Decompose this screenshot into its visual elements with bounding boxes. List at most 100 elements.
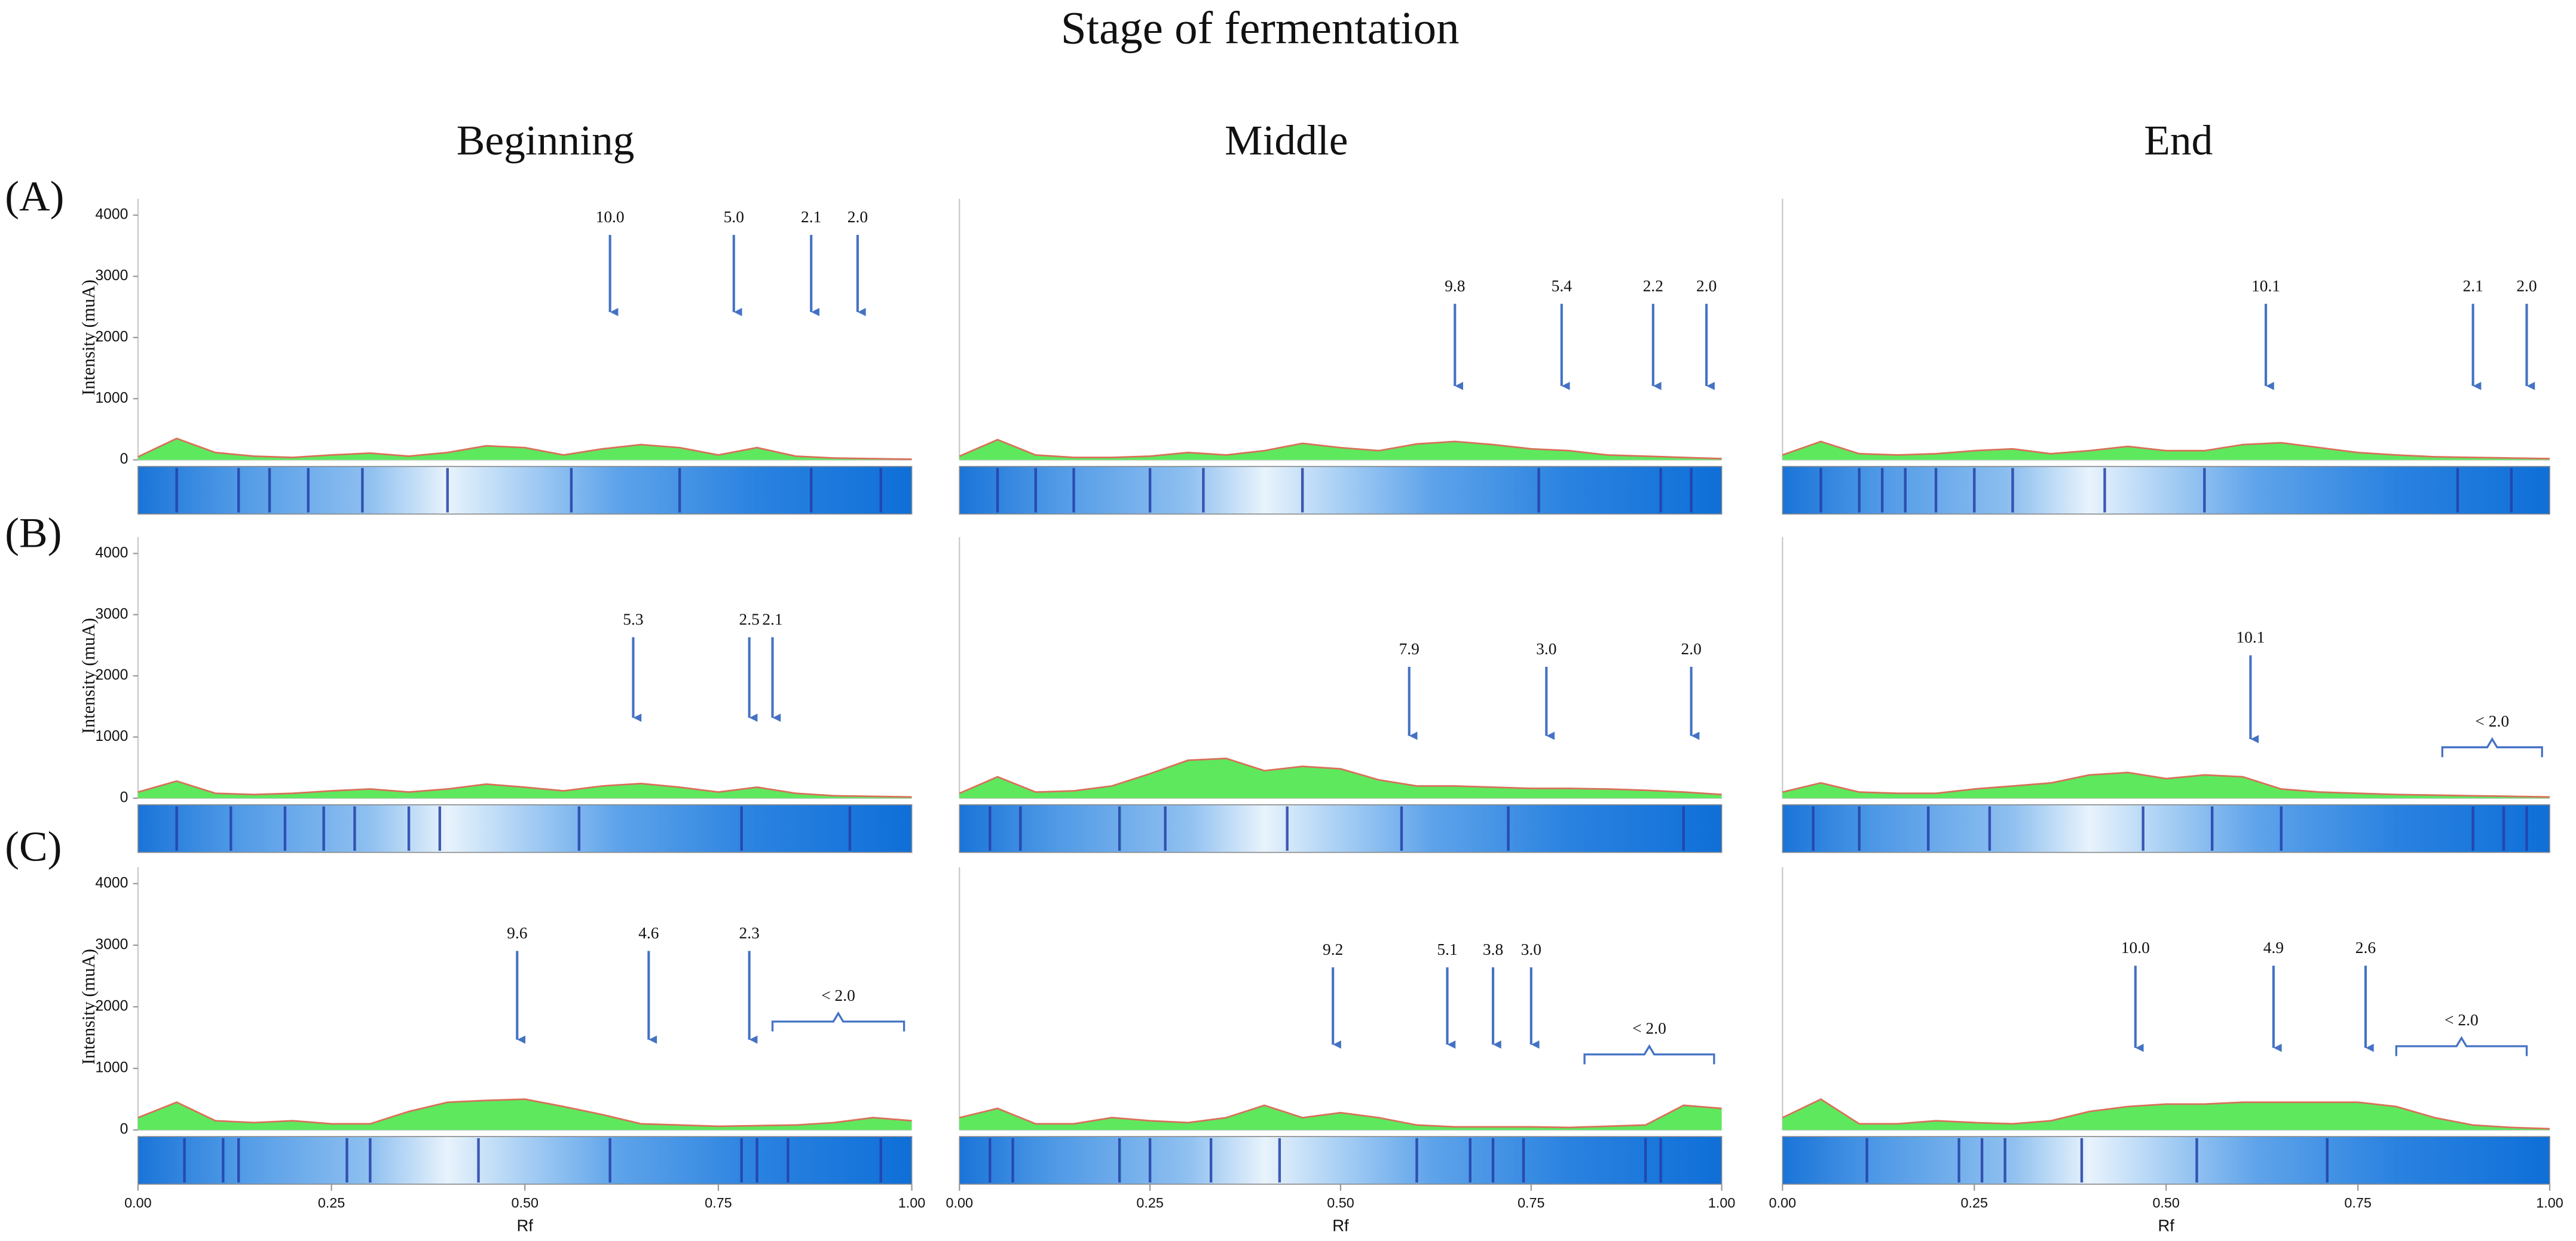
area-fill: [137, 781, 912, 798]
y-tick-label: 0: [120, 451, 129, 467]
gel-strip: [959, 1136, 1723, 1185]
x-tick-label: 0.50: [511, 1195, 538, 1211]
profile-line: [959, 1104, 1722, 1129]
annotation-label: 5.0: [724, 208, 744, 226]
y-tick-label: 3000: [95, 936, 128, 952]
annotation-label: < 2.0: [2445, 1011, 2479, 1029]
column-label: Middle: [1225, 117, 1348, 164]
x-tick-label: 0.75: [705, 1195, 732, 1211]
annotation-label: 3.0: [1536, 640, 1556, 658]
annotation-label: 2.1: [801, 208, 821, 226]
figure-title: Stage of fermentation: [1061, 2, 1460, 54]
x-axis-label: Rf: [1332, 1217, 1349, 1235]
gel-strip: [137, 465, 913, 515]
x-tick-label: 0.50: [2152, 1195, 2179, 1211]
annotation-label: 10.0: [596, 208, 625, 226]
area-fill: [137, 438, 912, 460]
gel-strip: [1782, 465, 2550, 515]
annotation-label: 10.0: [2121, 939, 2150, 957]
y-tick-label: 4000: [95, 207, 128, 223]
gel-strip: [1782, 1136, 2550, 1185]
x-axis-label: Rf: [516, 1217, 533, 1235]
gel-strip: [959, 804, 1723, 853]
annotation-label: 5.1: [1437, 940, 1457, 958]
column-label: End: [2144, 117, 2213, 164]
y-tick-label: 0: [120, 789, 129, 805]
profile-line: [959, 439, 1722, 459]
profile-line: [137, 1098, 912, 1127]
x-tick-label: 0.00: [124, 1195, 151, 1211]
x-tick-label: 0.25: [1136, 1195, 1163, 1211]
row-label: (B): [5, 509, 62, 556]
annotation-label: 2.2: [1643, 277, 1663, 295]
annotation-label: 2.0: [1696, 277, 1717, 295]
profile-line: [137, 780, 912, 798]
bracket: [2395, 1036, 2528, 1056]
bracket: [771, 1011, 905, 1032]
row-label: (C): [5, 823, 62, 870]
y-tick-label: 3000: [95, 268, 128, 284]
y-tick-label: 1000: [95, 1060, 128, 1076]
gel-strip: [137, 804, 913, 853]
profile-line: [959, 757, 1722, 796]
annotation-label: 9.2: [1323, 940, 1343, 958]
profile-line: [1782, 1098, 2550, 1130]
annotation-label: 10.1: [2251, 277, 2280, 295]
annotation-label: 4.6: [638, 924, 659, 942]
x-tick-label: 1.00: [1708, 1195, 1735, 1211]
annotation-label: 2.1: [762, 610, 782, 628]
annotation-label: < 2.0: [821, 986, 855, 1004]
x-tick-label: 0.25: [318, 1195, 345, 1211]
annotation-label: 2.0: [848, 208, 868, 226]
x-tick-label: 0.75: [2344, 1195, 2371, 1211]
annotation-label: 2.0: [2516, 277, 2537, 295]
annotation-label: 3.0: [1521, 940, 1541, 958]
area-fill: [959, 758, 1722, 798]
y-tick-label: 4000: [95, 875, 128, 891]
area-fill: [137, 1099, 912, 1130]
bracket: [1583, 1044, 1715, 1065]
annotation-label: 2.5: [739, 610, 759, 628]
x-tick-label: 1.00: [898, 1195, 925, 1211]
area-fill: [1782, 772, 2550, 798]
profile-line: [1782, 440, 2550, 459]
gel-strip: [137, 1136, 913, 1185]
annotation-label: < 2.0: [1632, 1019, 1666, 1037]
x-tick-label: 0.00: [1769, 1195, 1796, 1211]
annotation-label: < 2.0: [2475, 712, 2509, 730]
y-tick-label: 1000: [95, 728, 128, 744]
y-tick-label: 2000: [95, 667, 128, 684]
y-axis-label: Intensity (muA): [78, 618, 99, 734]
annotation-label: 9.6: [507, 924, 527, 942]
y-tick-label: 0: [120, 1122, 129, 1138]
annotation-label: 2.1: [2462, 277, 2483, 295]
y-tick-label: 2000: [95, 329, 128, 345]
annotation-label: 5.3: [623, 610, 643, 628]
y-axis-label: Intensity (muA): [78, 280, 99, 396]
annotation-label: 10.1: [2236, 629, 2265, 646]
x-tick-label: 1.00: [2536, 1195, 2563, 1211]
annotation-label: 2.3: [739, 924, 759, 942]
y-tick-label: 4000: [95, 545, 128, 561]
annotation-label: 5.4: [1552, 277, 1572, 295]
profile-line: [137, 437, 912, 461]
y-axis-label: Intensity (muA): [78, 949, 99, 1065]
annotation-label: 3.8: [1483, 940, 1503, 958]
y-tick-label: 3000: [95, 606, 128, 622]
profile-line: [1782, 771, 2550, 798]
x-tick-label: 0.00: [946, 1195, 973, 1211]
gel-strip: [959, 465, 1723, 515]
x-axis-label: Rf: [2158, 1217, 2174, 1235]
bracket: [2441, 737, 2543, 758]
x-tick-label: 0.75: [1518, 1195, 1544, 1211]
gel-strip: [1782, 804, 2550, 853]
y-tick-label: 2000: [95, 998, 128, 1015]
x-tick-label: 0.25: [1961, 1195, 1988, 1211]
annotation-label: 9.8: [1445, 277, 1465, 295]
annotation-label: 4.9: [2263, 939, 2284, 957]
annotation-label: 7.9: [1399, 640, 1419, 658]
area-fill: [1782, 1099, 2550, 1130]
